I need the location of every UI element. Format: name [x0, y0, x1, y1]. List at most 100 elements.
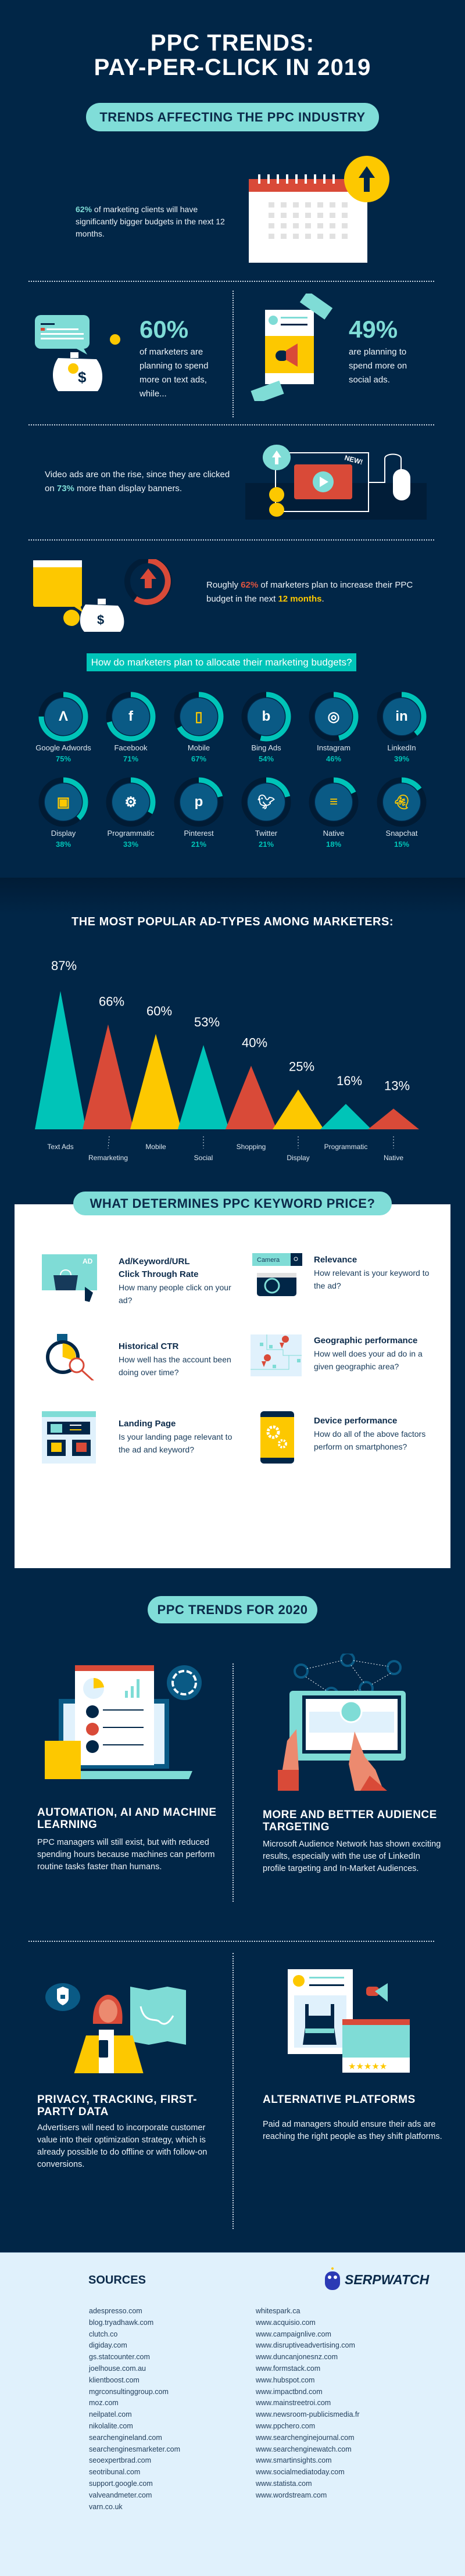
- source-link[interactable]: varn.co.uk: [89, 2502, 123, 2511]
- source-link[interactable]: www.duncanjonesnz.com: [256, 2353, 338, 2362]
- source-link[interactable]: www.hubspot.com: [256, 2375, 315, 2384]
- budget-label: Facebook: [114, 743, 148, 752]
- ad-click-icon: AD: [42, 1254, 97, 1302]
- divider: [28, 539, 434, 541]
- ring-progress: [241, 777, 291, 827]
- sources-title: SOURCES: [88, 2274, 146, 2287]
- instagram-icon-glyph: ◎: [327, 709, 340, 725]
- source-link[interactable]: mgrconsultinggroup.com: [89, 2387, 169, 2396]
- source-link[interactable]: support.google.com: [89, 2479, 153, 2488]
- source-link[interactable]: www.searchenginewatch.com: [256, 2445, 352, 2453]
- source-link[interactable]: whitespark.ca: [256, 2307, 301, 2315]
- source-link[interactable]: www.campaignlive.com: [256, 2330, 331, 2338]
- google-adwords-icon-glyph: Λ: [58, 709, 68, 724]
- source-link[interactable]: www.ppchero.com: [256, 2421, 316, 2430]
- chart-bar-display: [273, 1089, 324, 1129]
- budget-percent: 21%: [258, 840, 274, 849]
- linkedin-icon-glyph: in: [395, 709, 408, 724]
- budget-label: Google Adwords: [35, 743, 91, 752]
- source-link[interactable]: nikolalite.com: [89, 2421, 133, 2430]
- snapchat-icon: [383, 783, 420, 821]
- source-link[interactable]: www.newsroom-publicismedia.fr: [256, 2410, 360, 2419]
- chart-data-label: 25%: [289, 1060, 314, 1074]
- budget-percent: 39%: [394, 754, 410, 763]
- divider-vertical: [233, 291, 234, 417]
- alternative-platforms-illustration: ★★★★★: [288, 1969, 410, 2073]
- budget-ring: [309, 777, 359, 827]
- stat-budgets-text: 62% of marketing clients will have signi…: [76, 203, 227, 240]
- chart-bar-mobile: [130, 1033, 181, 1129]
- ring-progress: [241, 692, 291, 742]
- source-link[interactable]: blog.tryadhawk.com: [89, 2318, 154, 2327]
- bing-icon: [248, 698, 285, 735]
- trend-platforms-title: ALTERNATIVE PLATFORMS: [263, 2094, 416, 2106]
- source-link[interactable]: www.mainstreetroi.com: [256, 2399, 331, 2407]
- trend-automation-desc: PPC managers will still exist, but with …: [37, 1838, 215, 1872]
- chart-data-label: 53%: [194, 1015, 220, 1029]
- budget-label: Pinterest: [184, 829, 214, 838]
- source-link[interactable]: searchenginesmarketer.com: [89, 2445, 181, 2453]
- source-link[interactable]: www.statista.com: [256, 2479, 312, 2488]
- budget-ring: [106, 692, 156, 742]
- factor-title: Ad/Keyword/URL: [119, 1257, 190, 1266]
- sources-list-right: whitespark.ca www.acquisio.com www.campaig…: [256, 2306, 360, 2502]
- source-link[interactable]: www.socialmediatoday.com: [256, 2468, 345, 2477]
- source-link[interactable]: www.smartinsights.com: [256, 2456, 332, 2465]
- svg-text:$: $: [78, 368, 87, 386]
- budget-question: How do marketers plan to allocate their …: [91, 656, 352, 668]
- ring-progress: [377, 692, 427, 742]
- source-link[interactable]: joelhouse.com.au: [89, 2364, 146, 2373]
- source-link[interactable]: klientboost.com: [89, 2375, 140, 2384]
- budget-percent: 67%: [191, 754, 207, 763]
- source-link[interactable]: digiday.com: [89, 2341, 127, 2350]
- ring-progress: [174, 777, 224, 827]
- source-link[interactable]: clutch.co: [89, 2330, 118, 2338]
- source-link[interactable]: www.disruptiveadvertising.com: [256, 2341, 355, 2350]
- source-link[interactable]: moz.com: [89, 2399, 119, 2407]
- chart-category-label: Shopping: [237, 1143, 266, 1151]
- source-link[interactable]: www.acquisio.com: [256, 2318, 316, 2327]
- factor-desc: How relevant is your keyword to the ad?: [314, 1268, 430, 1290]
- social-ad-phone-icon: [251, 294, 333, 401]
- stat-highlight: 73%: [56, 484, 74, 493]
- ring-progress: [309, 777, 359, 827]
- source-link[interactable]: neilpatel.com: [89, 2410, 132, 2419]
- chart-bar-text-ads: [35, 991, 86, 1129]
- section-pill-2020: PPC TRENDS FOR 2020: [148, 1596, 317, 1623]
- source-link[interactable]: www.impactbnd.com: [256, 2387, 323, 2396]
- chart-data-label: 40%: [242, 1036, 267, 1050]
- source-link[interactable]: searchengineland.com: [89, 2433, 162, 2442]
- svg-text:$: $: [97, 613, 104, 627]
- budget-ring: [377, 777, 427, 827]
- chart-data-label: 60%: [146, 1004, 172, 1018]
- source-link[interactable]: www.wordstream.com: [256, 2491, 327, 2499]
- divider: [28, 281, 434, 282]
- instagram-icon: [315, 698, 352, 735]
- budget-question-banner: How do marketers plan to allocate their …: [87, 653, 356, 671]
- factor-title: Relevance: [314, 1255, 357, 1265]
- budget-percent: 71%: [123, 754, 139, 763]
- source-link[interactable]: valveandmeter.com: [89, 2491, 152, 2499]
- camera-search-text: Camera: [257, 1257, 280, 1264]
- mobile-phone-icon-glyph: ▯: [195, 709, 203, 725]
- source-link[interactable]: adespresso.com: [89, 2307, 142, 2315]
- source-link[interactable]: gs.statcounter.com: [89, 2353, 150, 2362]
- chart-bar-shopping: [226, 1065, 277, 1129]
- google-adwords-icon: [45, 698, 82, 735]
- privacy-tracking-illustration: [45, 1983, 186, 2073]
- factor-desc: How well does your ad do in a given geog…: [314, 1349, 423, 1371]
- factor-desc: How well has the account been doing over…: [119, 1355, 231, 1377]
- stat-ppc-budget-text: Roughly 62% of marketers plan to increas…: [206, 578, 416, 606]
- source-link[interactable]: seotribunal.com: [89, 2468, 141, 2477]
- linkedin-icon: [383, 698, 420, 735]
- native-ad-icon: [315, 783, 352, 821]
- keyword-factor-ctr: Ad/Keyword/URL Click Through Rate How many…: [119, 1255, 235, 1307]
- source-link[interactable]: seoexpertbrad.com: [89, 2456, 152, 2465]
- chart-category-label: Social: [194, 1154, 213, 1162]
- source-link[interactable]: www.formstack.com: [256, 2364, 321, 2373]
- chart-title: THE MOST POPULAR AD-TYPES AMONG MARKETER…: [71, 915, 394, 928]
- section-pill-trends: TRENDS AFFECTING THE PPC INDUSTRY: [86, 103, 379, 131]
- stat-suffix: .: [321, 594, 324, 604]
- stat-body: of marketing clients will have significa…: [76, 205, 225, 238]
- source-link[interactable]: www.searchenginejournal.com: [256, 2433, 355, 2442]
